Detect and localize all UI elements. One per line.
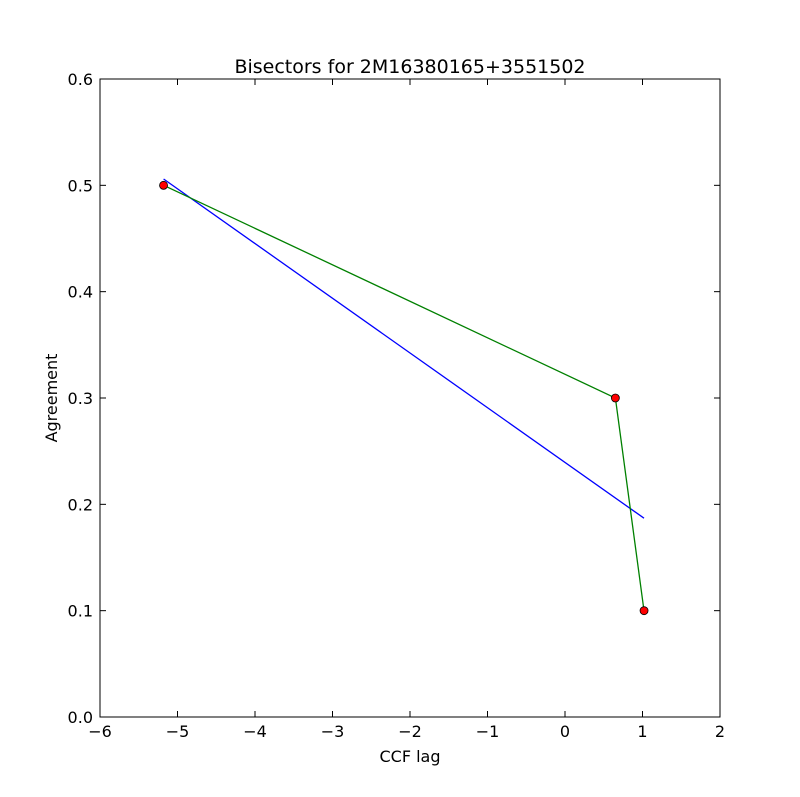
x-tick-label: −3 [321,722,345,741]
y-tick-label: 0.3 [68,389,93,408]
y-axis-label: Agreement [42,354,61,443]
y-tick-label: 0.5 [68,176,93,195]
x-axis-label: CCF lag [379,747,440,766]
x-tick-label: −6 [88,722,112,741]
tick-layer: −6 −5 −4 −3 −2 −1 0 1 2 0.0 0.1 0.2 0.3 0.4 0.5 0.6 [68,70,726,741]
x-tick-label: 1 [637,722,647,741]
x-tick-label: −2 [398,722,422,741]
y-tick-label: 0.1 [68,602,93,621]
series-line-0 [163,178,645,519]
chart-title: Bisectors for 2M16380165+3551502 [234,56,585,78]
data-point [159,180,168,190]
series-layer [159,178,649,616]
y-tick-label: 0.4 [68,283,93,302]
x-tick-label: −4 [243,722,267,741]
data-point [610,393,620,403]
y-tick-label: 0.2 [68,495,93,514]
x-tick-label: 2 [715,722,725,741]
x-tick-label: −5 [166,722,190,741]
y-tick-label: 0.0 [68,708,93,727]
x-tick-label: −1 [476,722,500,741]
x-tick-label: 0 [560,722,570,741]
y-tick-label: 0.6 [68,70,93,89]
data-point [639,606,649,616]
plot-frame [99,78,721,718]
